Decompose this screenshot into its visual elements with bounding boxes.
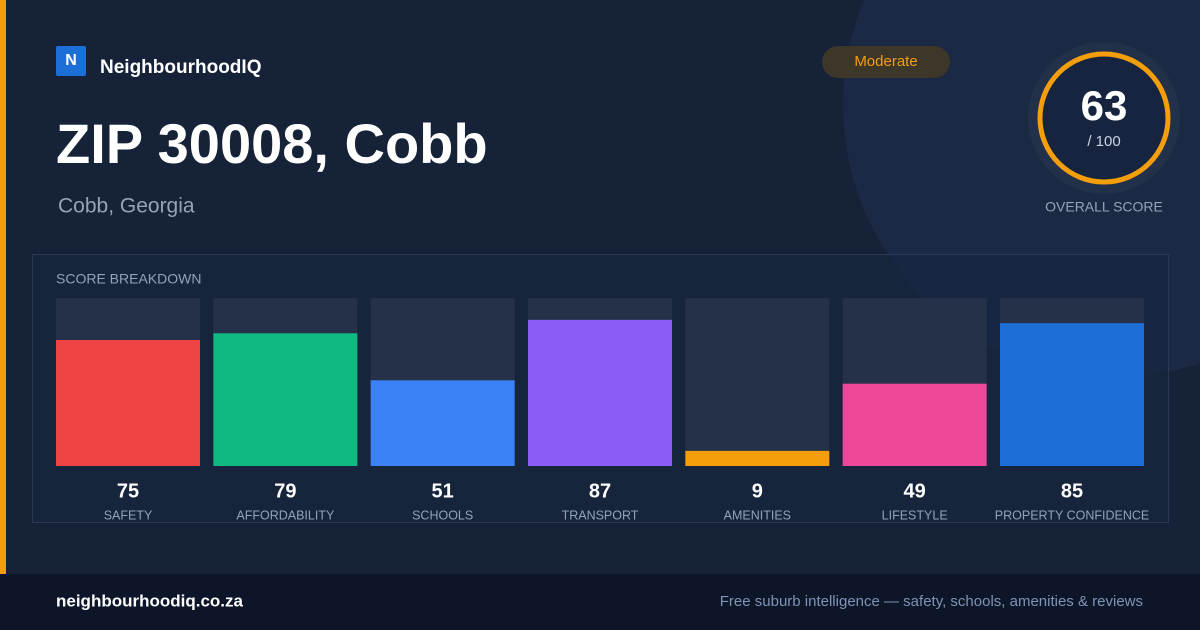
badge-bg [822, 46, 950, 78]
breakdown-title: SCORE BREAKDOWN [56, 271, 201, 287]
title: ZIP 30008, Cobb [56, 112, 488, 175]
subtitle: Cobb, Georgia [58, 195, 195, 218]
score-max: / 100 [1087, 133, 1120, 150]
bar [528, 319, 672, 466]
bar [370, 380, 515, 466]
logo: N [65, 52, 77, 69]
bar [685, 450, 830, 466]
bar-value: 9 [752, 480, 763, 502]
bar-label: SCHOOLS [412, 508, 473, 522]
bar-label: PROPERTY CONFIDENCE [995, 508, 1149, 522]
bar-label: AMENITIES [724, 508, 791, 522]
footer-site: neighbourhoodiq.co.za [56, 591, 244, 610]
bar-value: 49 [904, 480, 926, 502]
score-ring [1037, 51, 1171, 185]
bar [842, 383, 987, 466]
bar [213, 333, 358, 466]
footer-bar [0, 574, 1200, 630]
bar-value: 85 [1061, 480, 1083, 502]
bar-value: 51 [432, 480, 454, 502]
bar-value: 79 [274, 480, 296, 502]
bar-label: SAFETY [104, 508, 153, 522]
badge: Moderate [854, 53, 917, 70]
accent-strip [0, 0, 6, 574]
logo-box [56, 46, 86, 76]
score-value: 63 [1081, 82, 1128, 129]
bar-value: 87 [589, 480, 611, 502]
bar-label: LIFESTYLE [882, 508, 948, 522]
brand: NeighbourhoodIQ [100, 57, 261, 78]
bar [56, 340, 200, 466]
bar-value: 75 [117, 480, 139, 502]
bar [1000, 323, 1144, 466]
bar-label: TRANSPORT [562, 508, 639, 522]
footer-tagline: Free suburb intelligence — safety, schoo… [720, 593, 1143, 610]
bar-label: AFFORDABILITY [236, 508, 335, 522]
score-caption: OVERALL SCORE [1045, 199, 1163, 215]
bar-track [685, 298, 830, 466]
